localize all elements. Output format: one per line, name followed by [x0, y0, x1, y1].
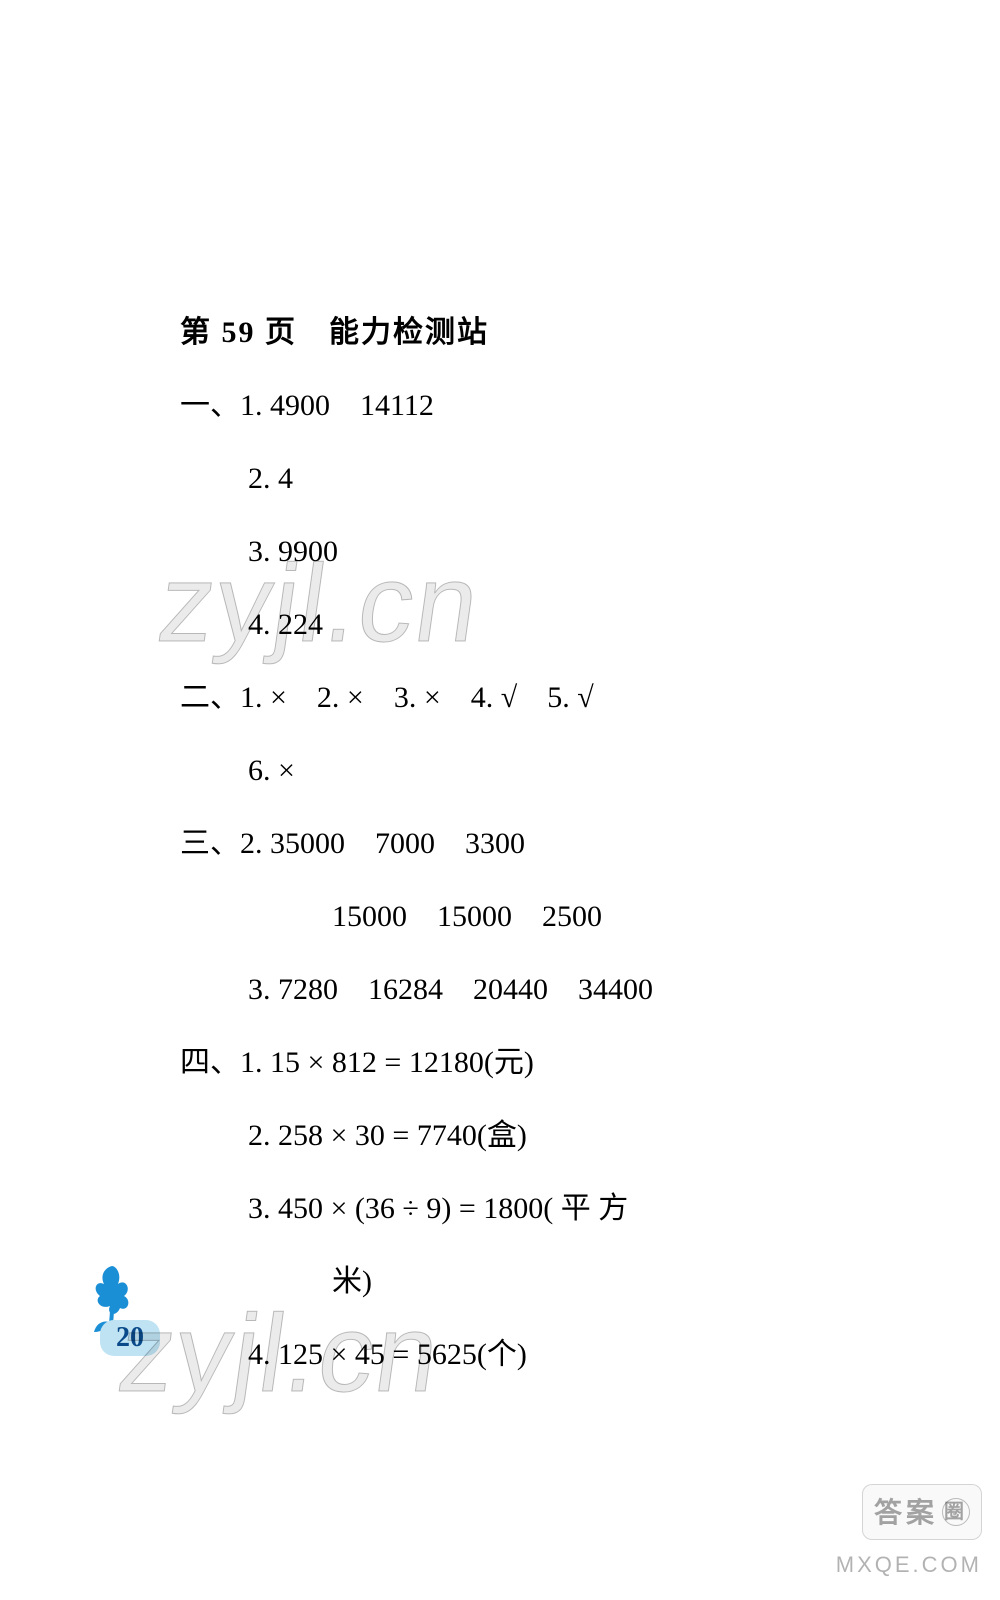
- corner-badge: 答案圈: [862, 1484, 982, 1540]
- section-four-item-4: 4. 125 × 45 = 5625(个): [180, 1332, 880, 1377]
- corner-badge-suffix: 圈: [942, 1498, 970, 1526]
- section-four-item-1: 四、1. 15 × 812 = 12180(元): [180, 1040, 880, 1085]
- page-number-wrap: 20: [100, 1320, 160, 1356]
- section-one-item-2: 2. 4: [180, 456, 880, 501]
- section-one-item-4: 4. 224: [180, 602, 880, 647]
- corner-url: MXQE.COM: [836, 1552, 982, 1578]
- answer-content: 第 59 页 能力检测站 一、1. 4900 14112 2. 4 3. 990…: [180, 310, 880, 1405]
- section-four-item-2: 2. 258 × 30 = 7740(盒): [180, 1113, 880, 1158]
- section-two-line-1: 二、1. × 2. × 3. × 4. √ 5. √: [180, 675, 880, 720]
- corner-badge-text: 答案: [874, 1497, 938, 1528]
- section-title: 第 59 页 能力检测站: [180, 310, 880, 355]
- section-three-line-1: 三、2. 35000 7000 3300: [180, 821, 880, 866]
- section-two-line-2: 6. ×: [180, 748, 880, 793]
- section-one-item-1: 一、1. 4900 14112: [180, 383, 880, 428]
- section-four-item-3: 3. 450 × (36 ÷ 9) = 1800( 平 方: [180, 1186, 880, 1231]
- section-one-item-3: 3. 9900: [180, 529, 880, 574]
- section-three-line-2: 15000 15000 2500: [180, 894, 880, 939]
- section-three-line-3: 3. 7280 16284 20440 34400: [180, 967, 880, 1012]
- section-four-item-3b: 米): [180, 1259, 880, 1304]
- page-number: 20: [100, 1320, 160, 1356]
